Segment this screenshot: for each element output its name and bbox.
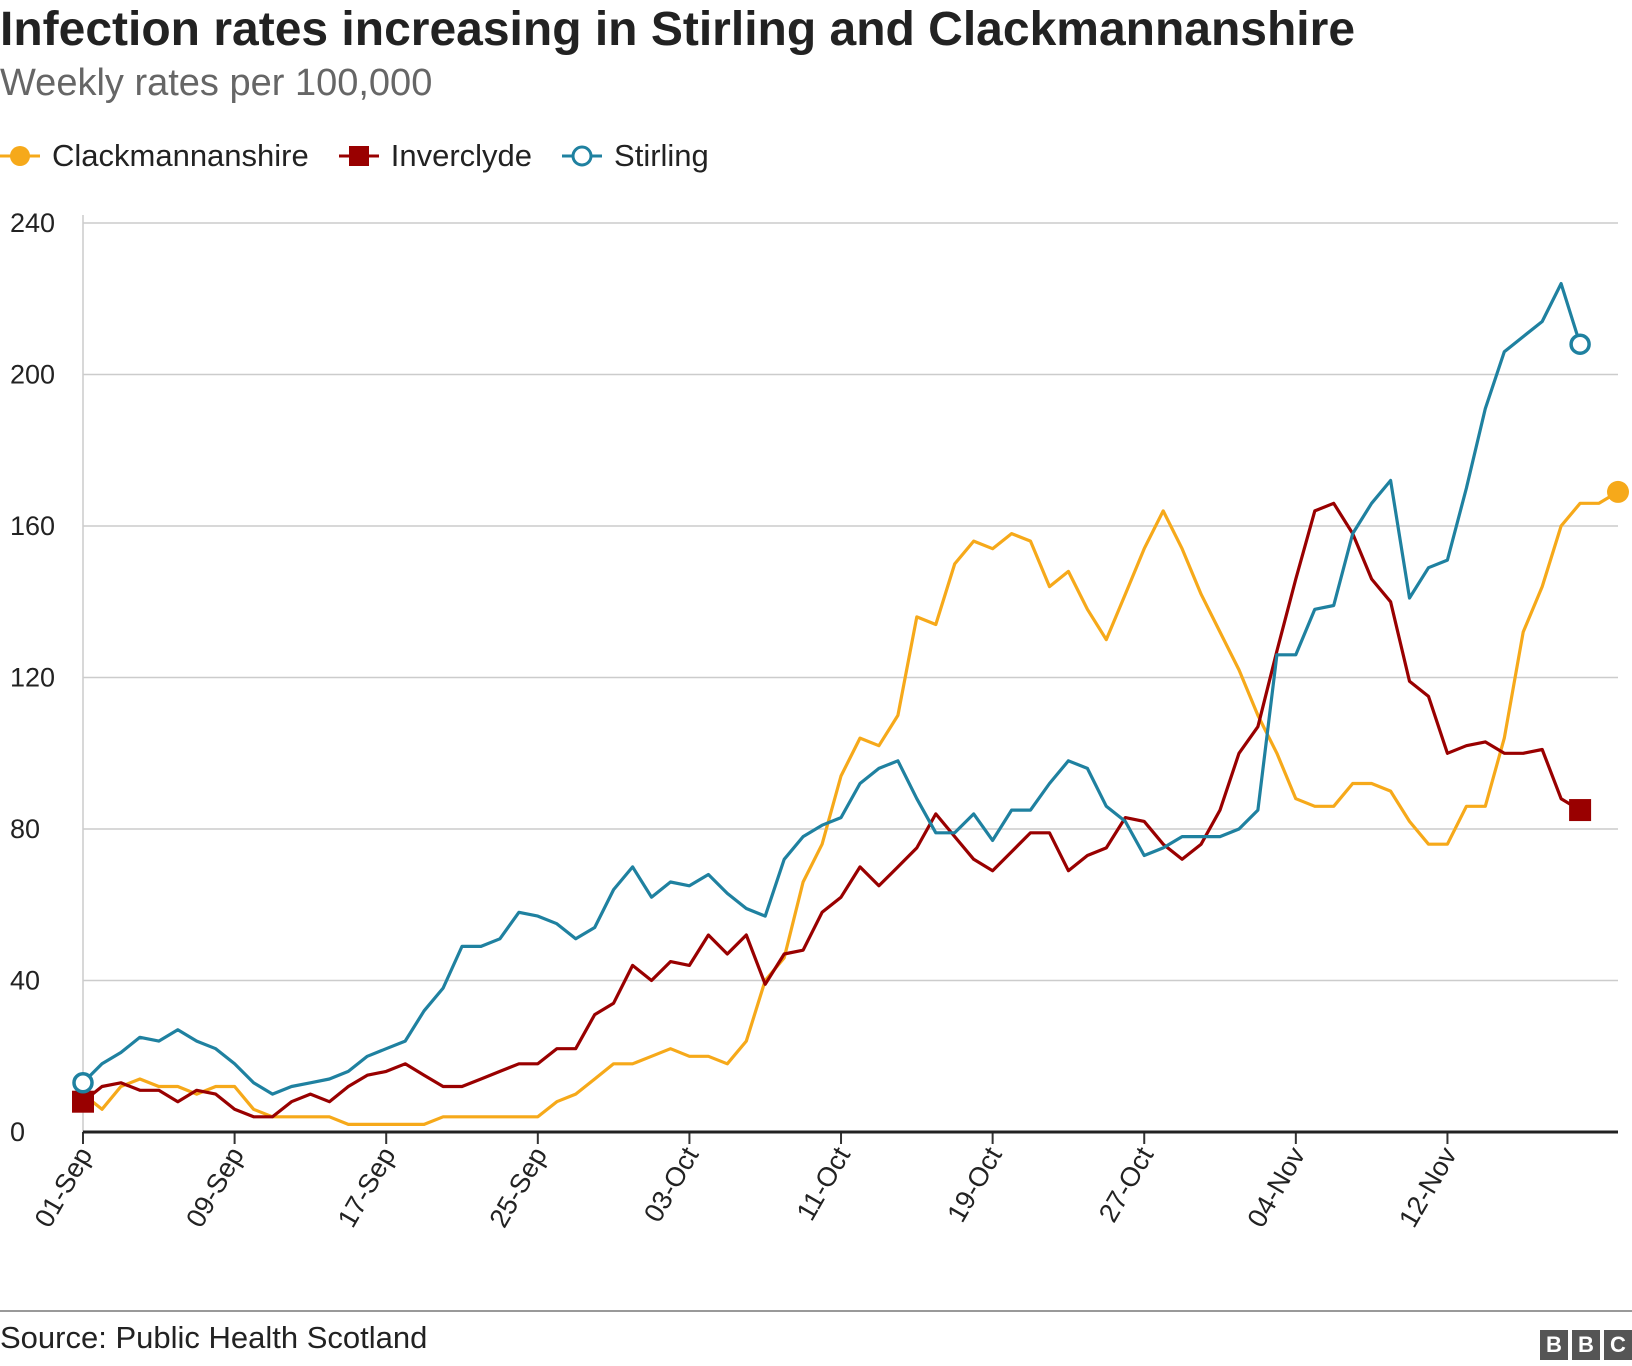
x-tick-label: 17-Sep <box>332 1142 402 1232</box>
legend-item-inverclyde: Inverclyde <box>338 138 533 174</box>
source-note: Source: Public Health Scotland <box>0 1320 428 1355</box>
legend: Clackmannanshire Inverclyde Stirling <box>0 136 739 176</box>
y-tick-label: 40 <box>10 966 40 996</box>
y-tick-label: 80 <box>10 814 40 844</box>
legend-label-inverclyde: Inverclyde <box>390 138 533 173</box>
x-tick-label: 03-Oct <box>638 1142 705 1228</box>
series-marker-stirling <box>1569 333 1591 355</box>
y-tick-label: 160 <box>10 511 55 541</box>
bbc-logo-letter: B <box>1540 1330 1568 1360</box>
chart-title: Infection rates increasing in Stirling a… <box>0 3 1356 56</box>
series-line-clackmannanshire <box>82 490 1619 1127</box>
legend-item-clackmannanshire: Clackmannanshire <box>0 138 309 174</box>
legend-label-stirling: Stirling <box>614 138 709 173</box>
series-marker-stirling <box>72 1072 94 1094</box>
series-marker-inverclyde <box>72 1090 94 1113</box>
y-tick-label: 0 <box>10 1117 25 1147</box>
x-tick-label: 01-Sep <box>29 1142 99 1232</box>
y-tick-label: 200 <box>10 360 55 390</box>
x-tick-label: 04-Nov <box>1242 1142 1312 1233</box>
legend-hollow-circle-marker-icon <box>562 145 603 167</box>
bbc-logo-letter: B <box>1572 1330 1600 1360</box>
bbc-logo: B B C <box>1536 1330 1632 1360</box>
x-tick-label: 12-Nov <box>1393 1142 1463 1233</box>
series-line-stirling <box>81 282 1582 1096</box>
x-tick-label: 19-Oct <box>941 1142 1008 1228</box>
series-marker-inverclyde <box>1569 799 1592 822</box>
chart-subtitle: Weekly rates per 100,000 <box>0 62 433 104</box>
x-tick-label: 27-Oct <box>1093 1142 1160 1228</box>
legend-circle-marker-icon <box>0 146 40 166</box>
x-tick-label: 11-Oct <box>791 1142 857 1226</box>
footer-divider <box>0 1310 1632 1312</box>
legend-square-marker-icon <box>338 146 379 166</box>
y-tick-label: 120 <box>10 663 55 693</box>
y-tick-label: 240 <box>10 208 55 238</box>
x-tick-label: 25-Sep <box>483 1142 553 1232</box>
legend-item-stirling: Stirling <box>562 138 709 174</box>
line-chart: 0 40 80 120 160 200 240 01-Sep 09-Sep 17-Sep 25-Se… <box>10 208 1629 1233</box>
series-marker-clackmannanshire <box>1607 480 1629 503</box>
x-tick-label: 09-Sep <box>180 1142 250 1232</box>
legend-label-clackmannanshire: Clackmannanshire <box>52 138 309 173</box>
series-line-inverclyde <box>82 501 1581 1119</box>
bbc-logo-letter: C <box>1604 1330 1632 1360</box>
